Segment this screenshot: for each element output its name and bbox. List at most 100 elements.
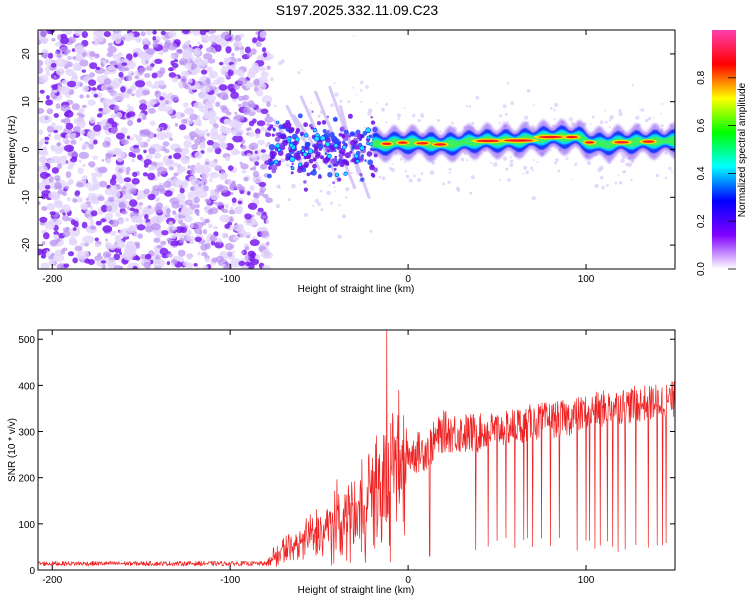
noise-blob [186,107,194,113]
noise-blob [105,253,111,258]
noise-blob [74,190,81,196]
noise-blob [168,30,177,38]
transition-blob [337,177,342,182]
noise-blob [192,221,204,229]
faint-point [503,121,505,123]
noise-blob [45,99,53,106]
noise-blob [136,154,143,161]
transition-blob [327,172,333,178]
noise-blob [127,254,133,258]
transition-blob [370,116,373,119]
noise-blob [165,105,174,115]
transition-blob [322,129,327,134]
noise-blob [159,67,166,75]
transition-blob [330,158,337,165]
faint-point [300,69,303,71]
faint-point [320,208,324,212]
noise-blob [151,72,158,79]
noise-blob [79,129,85,135]
noise-blob [217,201,224,207]
noise-blob [174,122,179,127]
noise-blob [121,190,126,195]
noise-blob [72,56,77,60]
noise-blob [199,44,203,49]
faint-point [417,178,422,182]
noise-blob [179,237,185,244]
transition-blob [334,155,338,159]
noise-blob [174,226,185,234]
noise-blob [183,140,192,149]
noise-blob [79,94,84,99]
faint-point [621,154,626,160]
transition-blob [326,129,330,134]
noise-blob [117,218,125,225]
noise-blob [60,46,69,53]
noise-blob [158,49,164,56]
noise-blob [127,104,131,109]
noise-blob [262,194,269,199]
noise-blob [45,71,51,76]
faint-point [439,130,442,133]
noise-blob [227,178,232,185]
cyan-blob [312,128,317,133]
noise-blob [139,129,151,137]
noise-blob [161,92,167,98]
noise-blob [91,90,97,95]
faint-point [390,167,395,172]
noise-blob [64,112,69,117]
noise-blob [125,166,131,172]
noise-blob [97,166,108,173]
snr-frame [38,330,675,570]
faint-point [570,121,575,127]
transition-blob [267,173,272,179]
noise-blob [102,98,112,107]
noise-blob [252,192,259,199]
noise-blob [198,92,210,100]
noise-blob [67,36,76,44]
faint-point [622,171,625,174]
noise-blob [133,232,139,237]
noise-blob [225,155,231,162]
noise-blob [54,146,64,154]
faint-point [509,163,514,167]
noise-blob [173,172,179,177]
faint-point [647,117,652,121]
transition-blob [301,145,305,149]
x-tick-label: 100 [578,274,595,285]
noise-blob [146,138,151,142]
noise-blob [218,84,228,91]
noise-blob [229,183,237,190]
noise-blob [125,200,130,205]
noise-blob [125,217,129,222]
noise-blob [112,92,125,102]
noise-blob [218,92,228,100]
noise-blob [144,73,151,78]
faint-point [270,77,274,81]
noise-blob [232,250,235,254]
noise-blob [100,260,107,264]
transition-blob [332,181,335,185]
noise-blob [102,107,112,114]
cyan-blob [294,136,300,142]
faint-point [565,157,569,161]
noise-blob [93,93,99,98]
noise-blob [239,161,243,165]
x-tick-label: 0 [405,274,411,285]
noise-blob [98,180,108,188]
noise-blob [219,172,228,181]
noise-blob [170,178,182,188]
transition-blob [344,152,351,159]
noise-blob [127,111,136,117]
noise-blob [55,125,63,131]
noise-blob [89,116,96,124]
noise-blob [144,214,149,220]
noise-blob [74,45,84,54]
noise-blob [124,67,130,72]
noise-blob [214,165,223,172]
faint-point [571,178,573,181]
x-tick-label: 100 [578,575,595,586]
noise-blob [103,78,112,85]
transition-blob [303,180,307,184]
noise-blob [208,70,218,79]
noise-blob [129,199,138,207]
